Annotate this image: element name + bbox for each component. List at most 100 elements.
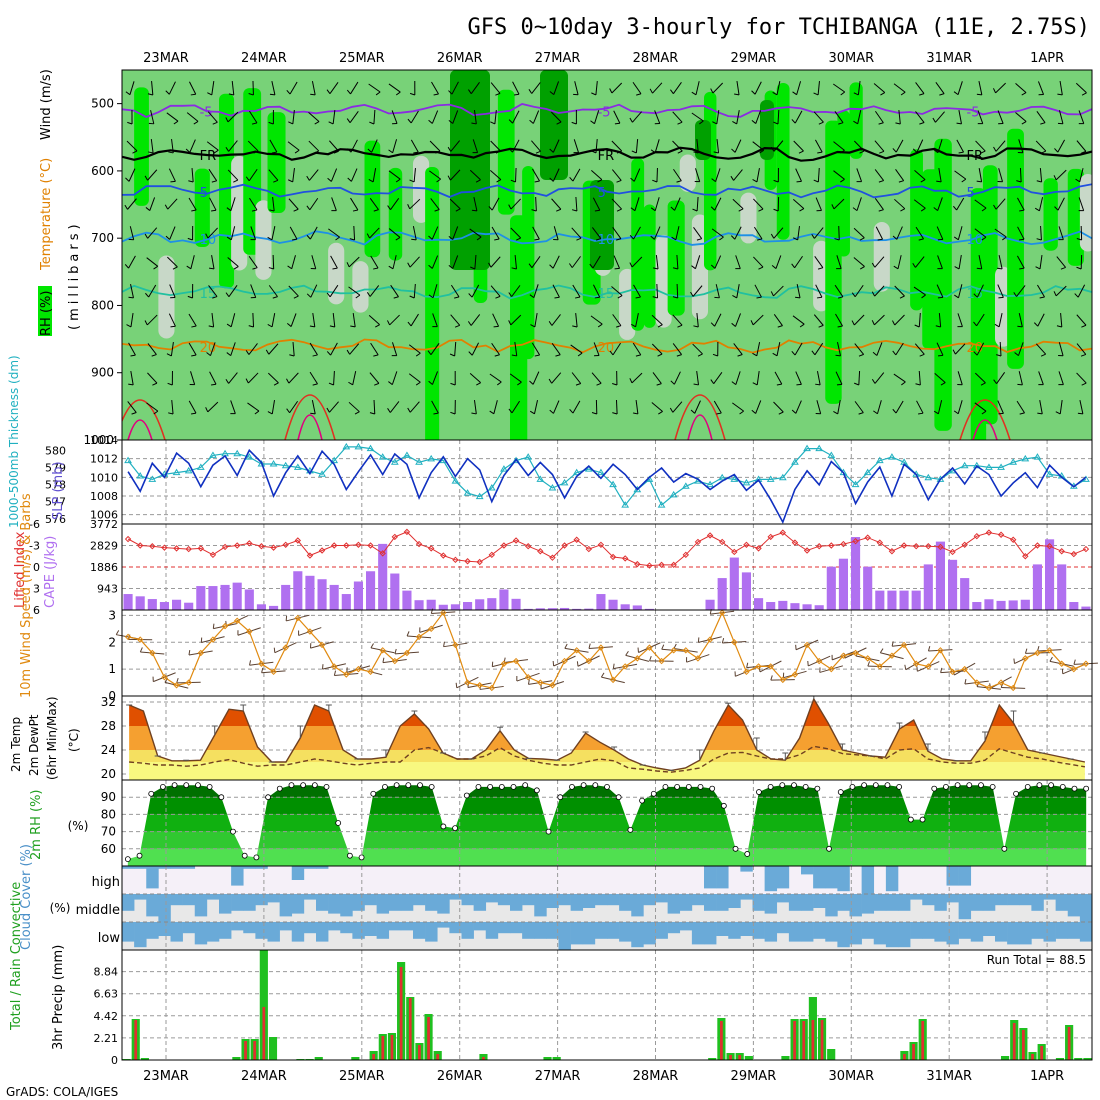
contour-label: 10 <box>598 233 615 248</box>
wind-barb <box>918 312 921 328</box>
wind-barb <box>895 139 904 153</box>
wind-barb <box>391 110 398 124</box>
wind-barb <box>1076 140 1087 152</box>
wind-barb-flag <box>287 265 293 270</box>
wind-barb-flag <box>251 122 258 125</box>
cloud-high-bar <box>134 866 147 869</box>
wind-barb <box>391 371 398 385</box>
precip-total-bar <box>1000 1056 1010 1060</box>
wind-speed-point <box>791 671 799 678</box>
wind-barb-flag <box>568 263 573 268</box>
thickness-point <box>148 475 157 482</box>
wind-barb-flag <box>900 208 906 212</box>
thickness-point <box>815 444 824 452</box>
wind-barb <box>611 140 623 152</box>
contour-label: 5 <box>598 186 606 201</box>
cape-bar <box>814 605 824 610</box>
wind-barb <box>894 285 905 297</box>
wind-barb <box>532 371 540 385</box>
cloud-low-bar <box>449 922 462 934</box>
wind-barb-flag <box>213 149 219 154</box>
wind-barb-flag <box>508 204 512 210</box>
wind-barb-flag <box>1056 325 1062 328</box>
wind-barb <box>635 313 639 327</box>
wind-barb-flag <box>750 320 754 326</box>
lifted-index-point <box>743 541 750 548</box>
cloud-middle-bar <box>655 894 668 903</box>
cloud-middle-bar <box>303 894 317 900</box>
cloud-high-bar <box>885 866 899 892</box>
cape-bar <box>754 598 764 610</box>
wind-barb-flag <box>531 209 537 212</box>
rh-point <box>1071 785 1078 792</box>
cloud-high-bar <box>813 866 826 889</box>
wind-barb-flag <box>893 265 899 270</box>
wind-barb-flag <box>428 264 433 269</box>
wind-barb-flag <box>549 91 555 95</box>
wind-speed-point <box>937 647 944 654</box>
temperature-contour <box>122 146 1092 162</box>
cloud-low-bar <box>1079 922 1093 942</box>
contour-label: 20 <box>598 341 615 356</box>
wind-barb-flag <box>791 350 796 356</box>
wind-barb <box>775 255 782 269</box>
top-date-axis: 23MAR 24MAR 25MAR 26MAR 27MAR 28MAR 29MAR 30MAR… <box>143 51 1064 66</box>
wind-barb <box>431 226 439 240</box>
rh-point <box>849 783 856 790</box>
wind-barb-flag <box>1080 353 1086 357</box>
wind-barb <box>654 110 661 124</box>
wind-barb-flag <box>534 180 540 183</box>
wind-barb-flag <box>409 92 415 96</box>
cloud-low-bar <box>158 922 171 936</box>
wind-barb-flag <box>625 650 629 656</box>
cape-bar <box>1045 539 1055 610</box>
rh-point <box>124 856 131 863</box>
contour-label: -5 <box>598 105 611 120</box>
lifted-index-point <box>791 539 799 546</box>
wind-barb <box>734 139 742 153</box>
wind-barb-flag <box>840 149 845 154</box>
wind-speed-point <box>997 679 1005 686</box>
wind-barb <box>732 402 744 412</box>
wind-barb-flag <box>475 179 481 183</box>
pressure-tick-label: 700 <box>91 231 114 245</box>
wind-barb-flag <box>144 320 148 326</box>
wind-barb <box>413 167 416 183</box>
wind-barb <box>292 341 295 357</box>
wind-barb-flag <box>854 382 860 386</box>
precip-convective-bar <box>436 1054 440 1060</box>
wind-barb-flag <box>980 382 986 386</box>
wind-barb-flag <box>225 117 229 123</box>
wind-barb-flag <box>233 179 239 183</box>
wind-barb <box>814 227 824 239</box>
cloud-middle-bar <box>146 894 159 917</box>
wind-barb <box>978 81 983 95</box>
slp-axis-label: SLP (mb) <box>51 461 66 520</box>
wind-barb <box>489 170 502 180</box>
cape-bar <box>790 603 800 610</box>
wind-barb-flag <box>471 209 477 212</box>
wind-barb <box>431 371 439 385</box>
precip-convective-bar <box>372 1054 376 1060</box>
lifted-index-point <box>512 537 520 544</box>
rh-dry-patch <box>1079 174 1092 252</box>
wind-barb-flag <box>268 267 274 270</box>
lifted-index-point <box>173 545 180 552</box>
wind-barb-flag <box>615 238 622 241</box>
wind-barb-flag <box>635 354 641 357</box>
wind-barb-flag <box>191 209 197 212</box>
cape-bar <box>184 602 194 610</box>
wind-barb <box>735 371 741 385</box>
wind-barb <box>672 401 683 413</box>
wind-barb <box>654 139 660 153</box>
rh-moist-patch <box>910 149 923 311</box>
wind-barb-flag <box>649 656 652 662</box>
cloud-low-bar <box>219 922 232 939</box>
wind-barb-flag <box>309 325 315 328</box>
wind-speed-point <box>476 682 483 689</box>
rh-point <box>732 845 739 852</box>
thickness-point <box>572 468 581 476</box>
cloud-middle-bar <box>425 894 438 911</box>
cape-bar <box>208 586 218 610</box>
wind-barb <box>130 371 134 385</box>
